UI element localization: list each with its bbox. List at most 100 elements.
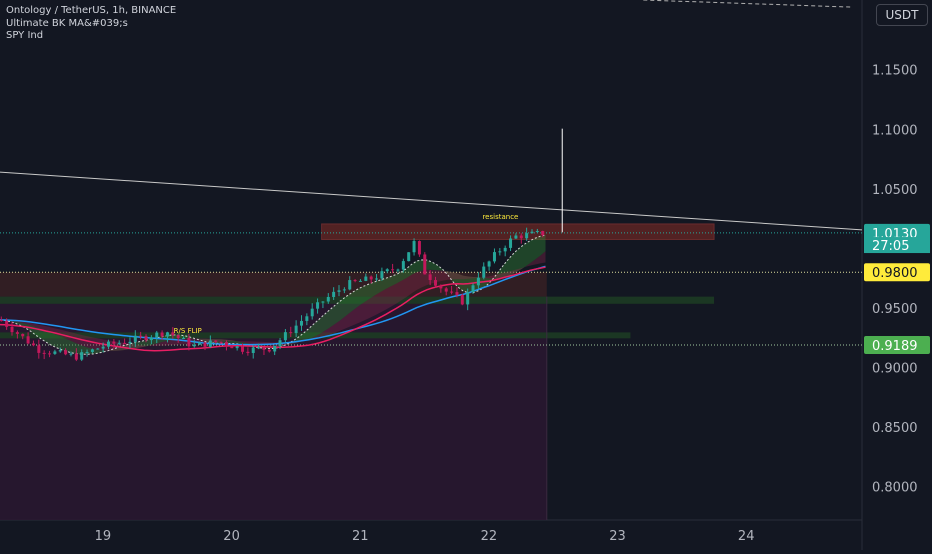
candle-body xyxy=(407,252,411,262)
candle-body xyxy=(492,252,496,262)
indicator-label-spy[interactable]: SPY Ind xyxy=(6,30,44,41)
indicator-label-ma[interactable]: Ultimate BK MA&#039;s xyxy=(6,18,128,29)
candle-body xyxy=(42,352,46,354)
currency-button[interactable]: USDT xyxy=(876,4,928,26)
candle-body xyxy=(535,230,539,232)
candle-body xyxy=(155,332,159,338)
candle-body xyxy=(192,344,196,347)
candle-body xyxy=(487,261,491,267)
price-label-box xyxy=(864,263,930,282)
price-label: 0.9189 xyxy=(872,339,918,354)
candle-body xyxy=(482,266,486,278)
y-tick-label: 1.1000 xyxy=(872,123,918,138)
candle-body xyxy=(90,349,94,352)
countdown-box xyxy=(864,237,930,254)
support-zone-lower xyxy=(0,332,631,339)
candle-body xyxy=(321,301,325,303)
candle-body xyxy=(530,231,534,234)
candle-body xyxy=(385,269,389,272)
y-tick-label: 1.0500 xyxy=(872,183,918,198)
candle-body xyxy=(64,350,68,355)
candle-body xyxy=(37,345,41,353)
price-label: 0.9800 xyxy=(872,266,918,281)
candle-body xyxy=(165,332,169,337)
candle-body xyxy=(10,326,14,333)
y-tick-label: 0.9000 xyxy=(872,362,918,377)
resistance-zone xyxy=(321,223,715,240)
candle-body xyxy=(123,342,127,344)
y-tick-label: 0.8000 xyxy=(872,481,918,496)
x-tick-label: 24 xyxy=(738,529,755,544)
candle-body xyxy=(171,332,175,336)
candle-body xyxy=(332,291,336,297)
candle-body xyxy=(251,347,255,353)
candle-body xyxy=(423,254,427,275)
candle-body xyxy=(337,290,341,292)
candle-body xyxy=(182,337,186,339)
candle-body xyxy=(219,341,223,343)
x-tick-label: 20 xyxy=(223,529,240,544)
candle-body xyxy=(375,278,379,280)
candle-body xyxy=(117,342,121,344)
x-tick-label: 23 xyxy=(609,529,626,544)
candle-body xyxy=(139,335,143,337)
candle-body xyxy=(187,337,191,347)
candle-body xyxy=(58,350,62,352)
candle-body xyxy=(348,280,352,290)
candle-body xyxy=(541,230,545,236)
candle-body xyxy=(305,316,309,321)
candle-body xyxy=(310,308,314,317)
candle-body xyxy=(471,285,475,293)
candle-body xyxy=(460,294,464,305)
candle-body xyxy=(15,332,19,334)
candle-body xyxy=(128,341,132,344)
candle-body xyxy=(498,251,502,253)
candle-body xyxy=(342,289,346,291)
candle-body xyxy=(241,346,245,352)
candle-body xyxy=(509,238,513,248)
y-tick-label: 1.1500 xyxy=(872,64,918,79)
candle-body xyxy=(21,333,25,337)
candle-body xyxy=(417,241,421,255)
candle-body xyxy=(257,347,261,349)
ma-dotted xyxy=(0,234,546,355)
candle-body xyxy=(230,345,234,349)
candle-body xyxy=(160,332,164,337)
candle-body xyxy=(444,288,448,292)
candle-body xyxy=(380,271,384,279)
candle-body xyxy=(450,291,454,293)
candle-body xyxy=(262,347,266,350)
candle-body xyxy=(514,235,518,239)
candle-body xyxy=(112,341,116,344)
candle-body xyxy=(31,343,35,346)
candle-body xyxy=(80,352,84,360)
candle-body xyxy=(353,280,357,282)
candle-body xyxy=(85,351,89,353)
candle-body xyxy=(149,337,153,341)
x-tick-label: 22 xyxy=(481,529,498,544)
support-zone-upper xyxy=(0,296,715,304)
candle-body xyxy=(439,285,443,289)
candle-body xyxy=(401,261,405,270)
candle-body xyxy=(525,233,529,239)
candle-body xyxy=(299,320,303,326)
candle-body xyxy=(289,332,293,334)
candle-body xyxy=(198,342,202,345)
ma-blue xyxy=(0,265,546,346)
candle-body xyxy=(267,349,271,352)
candle-body xyxy=(466,292,470,305)
candle-body xyxy=(5,320,9,327)
candle-body xyxy=(53,351,57,354)
candle-body xyxy=(476,277,480,286)
candle-body xyxy=(101,346,105,349)
candle-body xyxy=(278,340,282,346)
candle-body xyxy=(96,348,100,350)
candle-body xyxy=(176,335,180,339)
candle-body xyxy=(316,302,320,309)
annotation-label: resistance xyxy=(482,213,518,221)
y-tick-label: 0.9500 xyxy=(872,302,918,317)
candle-body xyxy=(74,353,78,360)
candle-body xyxy=(235,346,239,349)
